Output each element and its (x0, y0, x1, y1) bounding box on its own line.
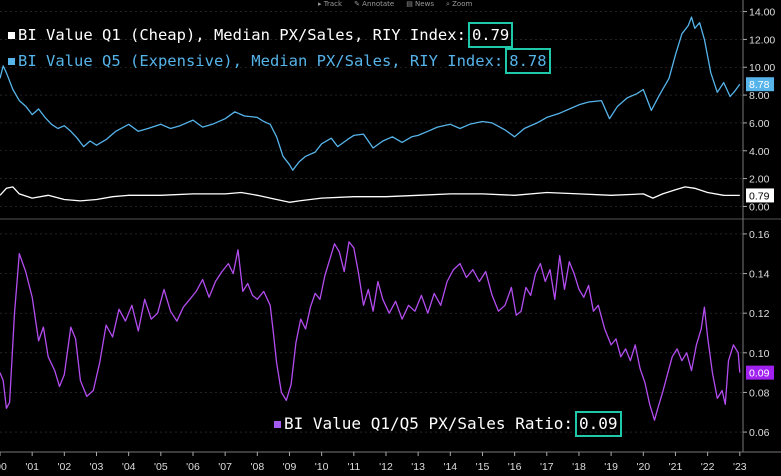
y-tick-label: 0.10 (749, 348, 770, 360)
legend-swatch-ratio (274, 420, 281, 428)
x-tick-label: '15 (476, 461, 490, 473)
y-tick-label: 4.00 (749, 146, 770, 158)
x-tick-label: '05 (154, 461, 168, 473)
legend-value-ratio: 0.09 (574, 411, 622, 437)
legend-item-q1: BI Value Q1 (Cheap), Median PX/Sales, RI… (8, 22, 551, 48)
x-tick-label: '14 (443, 461, 457, 473)
last-value-label: 0.09 (749, 368, 770, 380)
x-tick-label: '22 (701, 461, 715, 473)
series-line-0-0 (0, 16, 741, 171)
x-tick-label: '18 (572, 461, 586, 473)
legend-item-ratio: BI Value Q1/Q5 PX/Sales Ratio: 0.09 (274, 411, 622, 437)
legend-item-q5: BI Value Q5 (Expensive), Median PX/Sales… (8, 48, 551, 74)
x-tick-label: '13 (411, 461, 425, 473)
y-tick-label: 10.00 (749, 62, 775, 74)
top-legend: BI Value Q1 (Cheap), Median PX/Sales, RI… (8, 22, 551, 74)
x-tick-label: '09 (283, 461, 297, 473)
legend-swatch-q1 (8, 31, 15, 39)
y-tick-label: 0.12 (749, 308, 770, 320)
last-value-tag (746, 365, 774, 380)
x-tick-label: '20 (636, 461, 650, 473)
x-tick-label: '11 (347, 461, 360, 473)
y-tick-label: 2.00 (749, 174, 770, 186)
x-tick-label: '00 (0, 461, 7, 473)
x-tick-label: '19 (604, 461, 618, 473)
x-tick-label: '06 (186, 461, 200, 473)
bottom-legend: BI Value Q1/Q5 PX/Sales Ratio: 0.09 (274, 411, 622, 437)
legend-value-q1: 0.79 (467, 22, 514, 48)
annotate-button[interactable]: ✎ Annotate (354, 0, 395, 8)
legend-swatch-q5 (8, 57, 15, 65)
track-button[interactable]: ▸ Track (318, 0, 343, 8)
news-label: News (415, 0, 434, 8)
x-tick-label: '08 (250, 461, 264, 473)
x-tick-label: '12 (379, 461, 393, 473)
chart-toolbar: ▸ Track ✎ Annotate ▤ News ⌕ Zoom (318, 0, 472, 10)
y-tick-label: 0.08 (749, 387, 770, 399)
x-tick-label: '21 (669, 461, 683, 473)
y-tick-label: 6.00 (749, 118, 770, 130)
x-tick-label: '10 (315, 461, 329, 473)
y-tick-label: 0.00 (749, 201, 770, 213)
x-tick-label: '03 (90, 461, 104, 473)
y-tick-label: 12.00 (749, 34, 775, 46)
y-tick-label: 0.16 (749, 229, 770, 241)
zoom-label: Zoom (452, 0, 473, 8)
y-tick-label: 14.00 (749, 7, 775, 19)
x-tick-label: '17 (540, 461, 554, 473)
news-button[interactable]: ▤ News (406, 0, 434, 8)
annotate-label: Annotate (362, 0, 395, 8)
y-tick-label: 0.06 (749, 427, 770, 439)
y-tick-label: 8.00 (749, 90, 770, 102)
zoom-button[interactable]: ⌕ Zoom (445, 0, 473, 8)
track-label: Track (323, 0, 343, 8)
legend-label-q5: BI Value Q5 (Expensive), Median PX/Sales… (18, 52, 504, 70)
series-line-0-1 (0, 186, 740, 203)
x-tick-label: '07 (218, 461, 232, 473)
x-tick-label: '04 (122, 461, 136, 473)
x-tick-label: '23 (733, 461, 747, 473)
x-tick-label: '02 (57, 461, 71, 473)
legend-label-ratio: BI Value Q1/Q5 PX/Sales Ratio: (284, 414, 573, 433)
last-value-label: 0.79 (749, 190, 770, 202)
x-tick-label: '01 (25, 461, 39, 473)
last-value-tag (746, 188, 774, 203)
series-line-1-0 (0, 241, 741, 421)
last-value-tag (746, 77, 774, 92)
x-tick-label: '16 (508, 461, 522, 473)
last-value-label: 8.78 (749, 79, 770, 91)
y-tick-label: 0.14 (749, 269, 770, 281)
legend-label-q1: BI Value Q1 (Cheap), Median PX/Sales, RI… (18, 26, 466, 44)
legend-value-q5: 8.78 (505, 48, 551, 74)
